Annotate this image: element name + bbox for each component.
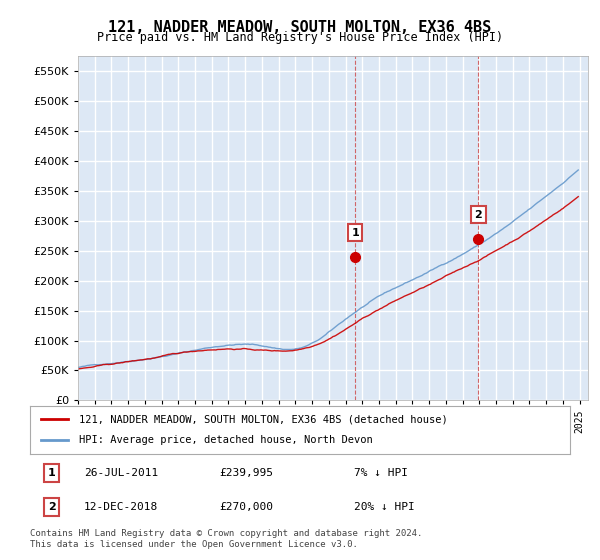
Text: 1: 1 — [48, 468, 55, 478]
Text: £239,995: £239,995 — [219, 468, 273, 478]
Text: 2: 2 — [475, 210, 482, 220]
Text: £270,000: £270,000 — [219, 502, 273, 512]
Text: HPI: Average price, detached house, North Devon: HPI: Average price, detached house, Nort… — [79, 435, 373, 445]
Text: Price paid vs. HM Land Registry's House Price Index (HPI): Price paid vs. HM Land Registry's House … — [97, 31, 503, 44]
Text: 26-JUL-2011: 26-JUL-2011 — [84, 468, 158, 478]
Text: 121, NADDER MEADOW, SOUTH MOLTON, EX36 4BS (detached house): 121, NADDER MEADOW, SOUTH MOLTON, EX36 4… — [79, 414, 448, 424]
Text: 121, NADDER MEADOW, SOUTH MOLTON, EX36 4BS: 121, NADDER MEADOW, SOUTH MOLTON, EX36 4… — [109, 20, 491, 35]
Text: 12-DEC-2018: 12-DEC-2018 — [84, 502, 158, 512]
Text: Contains HM Land Registry data © Crown copyright and database right 2024.
This d: Contains HM Land Registry data © Crown c… — [30, 529, 422, 549]
Text: 20% ↓ HPI: 20% ↓ HPI — [354, 502, 415, 512]
Text: 7% ↓ HPI: 7% ↓ HPI — [354, 468, 408, 478]
Text: 2: 2 — [48, 502, 55, 512]
Text: 1: 1 — [351, 228, 359, 237]
